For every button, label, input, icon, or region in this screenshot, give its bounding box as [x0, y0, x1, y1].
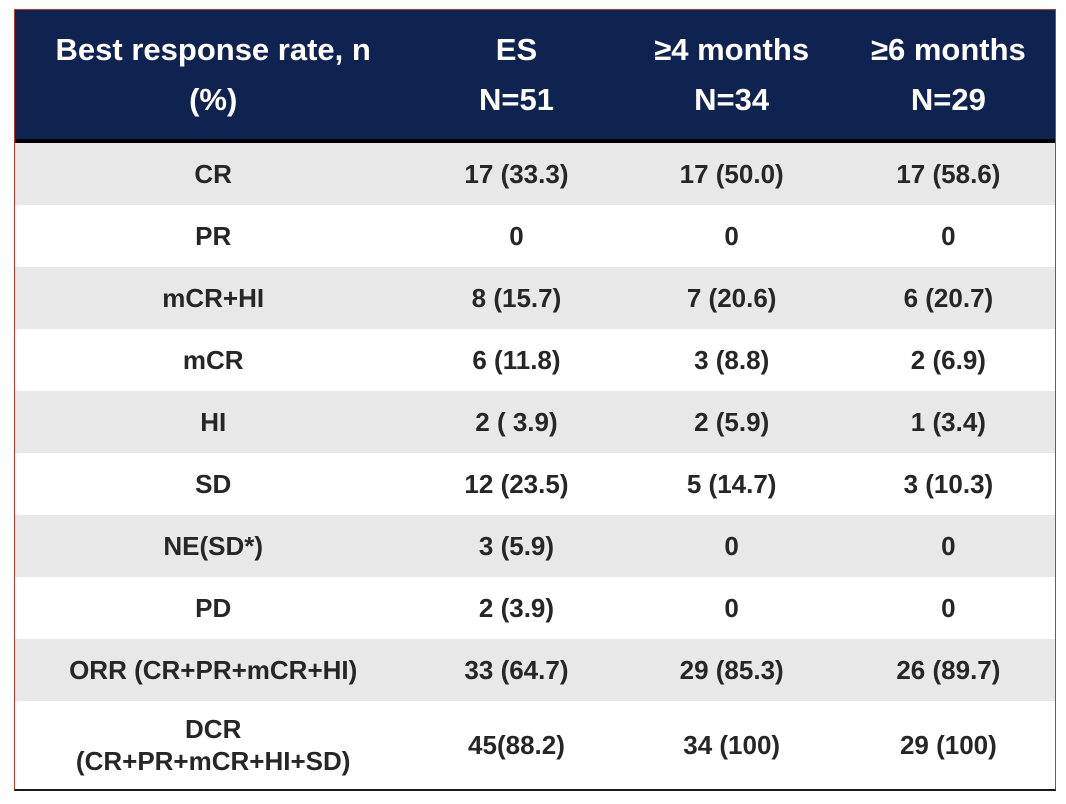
cell-6-months: 1 (3.4)	[910, 406, 986, 437]
header-6-months: ≥6 months N=29	[841, 10, 1055, 143]
table-header: Best response rate, n (%) ES N=51 ≥4 mon…	[15, 10, 1055, 143]
header-es-line2: N=51	[478, 81, 554, 117]
cell-6-months: 0	[941, 530, 956, 561]
cell-4-months: 3 (8.8)	[694, 344, 770, 375]
cell-es: 0	[509, 220, 524, 251]
row-label: mCR	[182, 344, 244, 375]
cell-4-months: 29 (85.3)	[679, 654, 784, 685]
header-4-months: ≥4 months N=34	[621, 10, 842, 143]
header-best-response: Best response rate, n (%)	[15, 10, 412, 143]
cell-4-months: 0	[724, 530, 739, 561]
cell-6-months: 0	[941, 220, 956, 251]
table-row: NE(SD*) 3 (5.9) 0 0	[15, 515, 1055, 577]
cell-es: 2 ( 3.9)	[475, 406, 558, 437]
header-6-months-line1: ≥6 months	[870, 31, 1026, 67]
cell-es: 2 (3.9)	[478, 592, 555, 623]
cell-es: 17 (33.3)	[464, 158, 569, 189]
best-response-table: Best response rate, n (%) ES N=51 ≥4 mon…	[15, 10, 1055, 789]
table-row: DCR (CR+PR+mCR+HI+SD) 45(88.2) 34 (100) …	[15, 701, 1055, 789]
cell-6-months: 29 (100)	[899, 730, 997, 760]
header-4-months-line1: ≥4 months	[654, 31, 810, 67]
cell-6-months: 3 (10.3)	[903, 468, 994, 499]
cell-4-months: 0	[724, 220, 739, 251]
row-label: PR	[195, 220, 232, 251]
cell-es: 8 (15.7)	[471, 282, 562, 313]
cell-4-months: 17 (50.0)	[679, 158, 784, 189]
cell-6-months: 17 (58.6)	[896, 158, 1001, 189]
table-row: CR 17 (33.3) 17 (50.0) 17 (58.6)	[15, 141, 1055, 205]
row-label: HI	[200, 406, 227, 437]
cell-6-months: 6 (20.7)	[903, 282, 994, 313]
row-label-line1: DCR	[185, 714, 242, 744]
header-6-months-line2: N=29	[910, 81, 986, 117]
cell-4-months: 7 (20.6)	[686, 282, 777, 313]
header-es: ES N=51	[411, 10, 622, 143]
header-row: Best response rate, n (%) ES N=51 ≥4 mon…	[15, 10, 1055, 143]
cell-4-months: 2 (5.9)	[694, 406, 770, 437]
cell-4-months: 5 (14.7)	[686, 468, 777, 499]
row-label: CR	[194, 158, 232, 189]
cell-es: 33 (64.7)	[464, 654, 569, 685]
cell-6-months: 2 (6.9)	[910, 344, 986, 375]
cell-es: 6 (11.8)	[472, 344, 561, 375]
table-row: mCR 6 (11.8) 3 (8.8) 2 (6.9)	[15, 329, 1055, 391]
row-label: PD	[195, 592, 232, 623]
header-best-response-line1: Best response rate, n	[55, 31, 371, 67]
row-label: mCR+HI	[162, 282, 265, 313]
cell-es: 3 (5.9)	[478, 530, 555, 561]
cell-4-months: 34 (100)	[683, 730, 781, 760]
table-row: HI 2 ( 3.9) 2 (5.9) 1 (3.4)	[15, 391, 1055, 453]
row-label-line2: (CR+PR+mCR+HI+SD)	[75, 746, 351, 776]
table-row: PD 2 (3.9) 0 0	[15, 577, 1055, 639]
header-es-line1: ES	[495, 31, 538, 67]
row-label: ORR (CR+PR+mCR+HI)	[69, 654, 358, 685]
table-row: PR 0 0 0	[15, 205, 1055, 267]
table-row: SD 12 (23.5) 5 (14.7) 3 (10.3)	[15, 453, 1055, 515]
row-label: SD	[195, 468, 232, 499]
table-row: mCR+HI 8 (15.7) 7 (20.6) 6 (20.7)	[15, 267, 1055, 329]
table-row: ORR (CR+PR+mCR+HI) 33 (64.7) 29 (85.3) 2…	[15, 639, 1055, 701]
response-table-frame: Best response rate, n (%) ES N=51 ≥4 mon…	[14, 9, 1056, 791]
table-body: CR 17 (33.3) 17 (50.0) 17 (58.6) PR 0 0 …	[15, 141, 1055, 789]
cell-6-months: 26 (89.7)	[896, 654, 1001, 685]
row-label: NE(SD*)	[163, 530, 264, 561]
header-best-response-line2: (%)	[189, 81, 238, 117]
row-label: DCR (CR+PR+mCR+HI+SD)	[15, 701, 411, 789]
cell-6-months: 0	[941, 592, 956, 623]
cell-es: 12 (23.5)	[464, 468, 569, 499]
header-4-months-line2: N=34	[694, 81, 770, 117]
cell-es: 45(88.2)	[468, 730, 565, 760]
cell-4-months: 0	[724, 592, 739, 623]
